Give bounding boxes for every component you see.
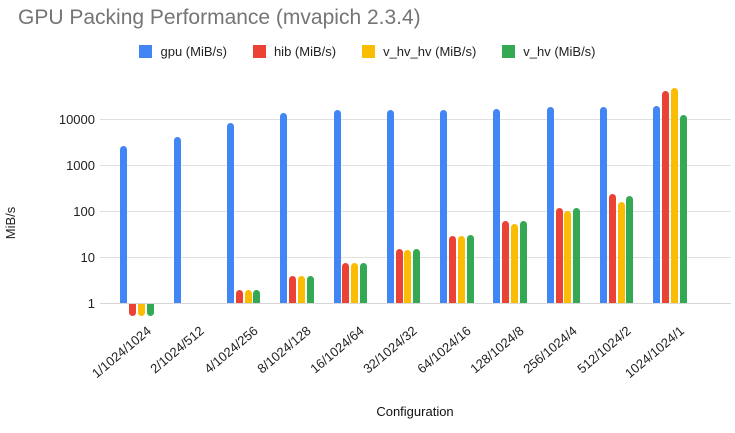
x-tick-label: 64/1024/16 [413, 323, 474, 377]
bar-gpu-64-1024-16[interactable] [440, 109, 448, 303]
bar-v_hv-4-1024-256[interactable] [253, 290, 261, 303]
legend-swatch [139, 45, 153, 58]
y-tick-label: 1 [87, 296, 95, 311]
legend-item-gpu: gpu (MiB/s) [139, 44, 227, 59]
bar-gpu-4-1024-256[interactable] [226, 123, 234, 303]
bar-hib-4-1024-256[interactable] [235, 290, 243, 303]
bar-hib-32-1024-32[interactable] [395, 248, 403, 303]
legend: gpu (MiB/s) hib (MiB/s) v_hv_hv (MiB/s) v_h… [0, 44, 735, 59]
bar-v_hv_hv-8-1024-128[interactable] [297, 276, 305, 303]
bar-hib-256-1024-4[interactable] [555, 208, 563, 303]
bar-hib-64-1024-16[interactable] [448, 235, 456, 303]
bar-v_hv-256-1024-4[interactable] [573, 208, 581, 303]
bar-v_hv-1-1024-1024[interactable] [146, 304, 154, 317]
bar-v_hv_hv-1024-1024-1[interactable] [670, 87, 678, 303]
bar-gpu-8-1024-128[interactable] [280, 113, 288, 303]
bar-v_hv-128-1024-8[interactable] [519, 221, 527, 303]
x-tick-label: 256/1024/4 [520, 323, 581, 377]
y-tick-label: 10 [80, 250, 95, 265]
bar-gpu-16-1024-64[interactable] [333, 109, 341, 303]
bar-v_hv_hv-16-1024-64[interactable] [351, 262, 359, 303]
y-tick-label: 100 [73, 204, 95, 219]
legend-label: hib (MiB/s) [273, 44, 337, 59]
gridline [100, 211, 731, 212]
bar-hib-512-1024-2[interactable] [608, 194, 616, 303]
legend-label: v_hv (MiB/s) [523, 44, 596, 59]
x-tick-label: 32/1024/32 [360, 323, 421, 377]
legend-label: v_hv_hv (MiB/s) [383, 44, 477, 59]
bar-v_hv-32-1024-32[interactable] [413, 248, 421, 303]
legend-swatch [502, 45, 516, 58]
bar-v_hv_hv-512-1024-2[interactable] [617, 201, 625, 303]
legend-item-v_hv_hv: v_hv_hv (MiB/s) [362, 44, 476, 59]
bar-v_hv_hv-1-1024-1024[interactable] [137, 304, 145, 317]
bar-v_hv-16-1024-64[interactable] [359, 262, 367, 303]
legend-item-v_hv: v_hv (MiB/s) [502, 44, 596, 59]
bar-hib-128-1024-8[interactable] [502, 220, 510, 303]
bar-hib-1024-1024-1[interactable] [662, 91, 670, 303]
legend-swatch [362, 45, 376, 58]
legend-swatch [252, 45, 266, 58]
bar-v_hv-8-1024-128[interactable] [306, 275, 314, 303]
gridline [100, 165, 731, 166]
bar-gpu-1-1024-1024[interactable] [120, 145, 128, 303]
bar-hib-8-1024-128[interactable] [289, 275, 296, 303]
x-tick-label: 16/1024/64 [307, 323, 367, 377]
y-tick-label: 10000 [58, 112, 95, 127]
bar-v_hv_hv-4-1024-256[interactable] [244, 290, 252, 303]
bar-v_hv_hv-128-1024-8[interactable] [511, 224, 518, 303]
y-axis-title: MiB/s [3, 206, 18, 240]
x-axis-title: Configuration [376, 404, 454, 419]
bar-v_hv_hv-256-1024-4[interactable] [564, 211, 572, 303]
gridline [100, 119, 731, 120]
bar-hib-16-1024-64[interactable] [342, 262, 350, 303]
bar-gpu-512-1024-2[interactable] [600, 106, 607, 303]
baseline-gridline [100, 303, 731, 304]
bar-gpu-32-1024-32[interactable] [386, 109, 394, 303]
bar-gpu-256-1024-4[interactable] [546, 107, 554, 303]
y-tick-label: 1000 [66, 158, 95, 173]
bar-v_hv-64-1024-16[interactable] [466, 235, 474, 303]
legend-label: gpu (MiB/s) [160, 44, 227, 59]
x-tick-label: 1/1024/1024 [88, 323, 154, 381]
x-tick-label: 4/1024/256 [200, 323, 261, 377]
bar-v_hv_hv-64-1024-16[interactable] [457, 236, 465, 303]
bar-gpu-128-1024-8[interactable] [493, 108, 501, 303]
x-tick-label: 2/1024/512 [147, 323, 207, 377]
bar-gpu-2-1024-512[interactable] [173, 137, 181, 303]
bar-v_hv-1024-1024-1[interactable] [679, 115, 687, 303]
legend-item-hib: hib (MiB/s) [252, 44, 337, 59]
bar-v_hv_hv-32-1024-32[interactable] [404, 250, 412, 303]
x-tick-label: 8/1024/128 [254, 323, 314, 377]
x-tick-label: 128/1024/8 [467, 323, 527, 377]
bar-v_hv-512-1024-2[interactable] [626, 195, 634, 303]
chart-title: GPU Packing Performance (mvapich 2.3.4) [18, 6, 421, 29]
bar-gpu-1024-1024-1[interactable] [653, 106, 661, 303]
bar-hib-1-1024-1024[interactable] [129, 304, 137, 317]
